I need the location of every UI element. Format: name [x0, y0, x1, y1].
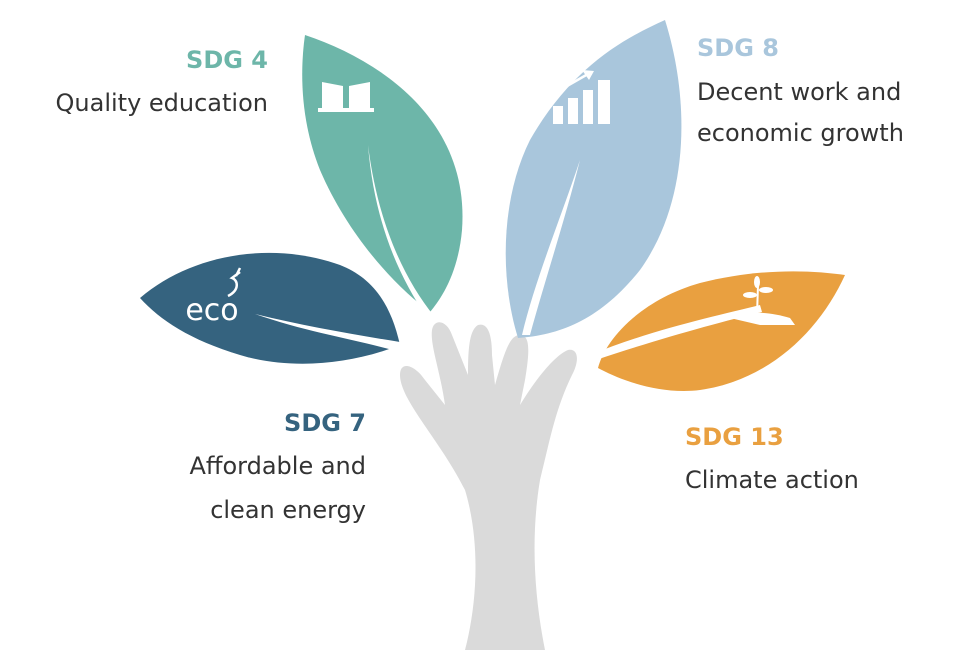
leaf [598, 271, 845, 391]
sdg-code: SDG 8 [697, 34, 779, 62]
sdg-code: SDG 13 [685, 423, 784, 451]
sdg-code: SDG 7 [284, 409, 366, 437]
sdg-label: clean energy [210, 496, 366, 524]
leaf [140, 253, 400, 364]
leaf [506, 20, 682, 338]
sdg-label: Decent work and [697, 78, 901, 106]
sdg-label: Quality education [56, 89, 268, 117]
sdg-label: economic growth [697, 119, 904, 147]
sdg-code: SDG 4 [186, 46, 268, 74]
sdg-label: Affordable and [190, 452, 366, 480]
sdg-tree: eco SDG 4 Quality education SDG 8 Decent… [0, 0, 967, 651]
sdg-label: Climate action [685, 466, 859, 494]
eco-icon-text: eco [185, 293, 238, 328]
hand-trunk [400, 322, 577, 650]
